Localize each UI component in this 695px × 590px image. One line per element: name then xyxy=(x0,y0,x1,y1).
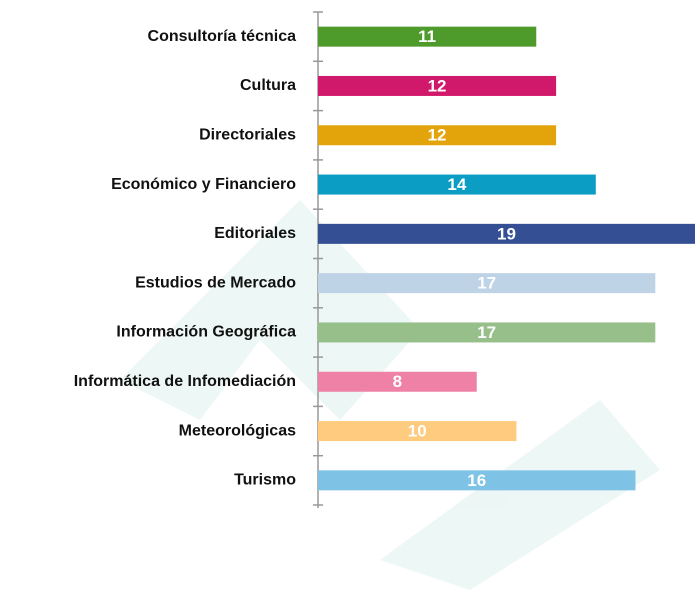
value-label: 11 xyxy=(418,27,436,46)
value-label: 12 xyxy=(428,126,447,145)
value-label: 17 xyxy=(477,274,496,293)
category-label: Económico y Financiero xyxy=(111,176,296,193)
value-label: 8 xyxy=(393,372,402,391)
category-label: Meteorológicas xyxy=(179,422,296,439)
category-label: Directoriales xyxy=(199,126,296,143)
chart: Consultoría técnica 11 Cultura 12 Directoria… xyxy=(0,0,695,590)
category-label: Editoriales xyxy=(214,225,296,242)
category-label: Estudios de Mercado xyxy=(135,274,296,291)
value-label: 12 xyxy=(428,76,447,95)
value-label: 10 xyxy=(408,422,427,441)
category-label: Información Geográfica xyxy=(116,324,296,341)
value-label: 14 xyxy=(447,175,466,194)
watermark xyxy=(120,200,660,590)
category-label: Turismo xyxy=(234,472,296,489)
category-label: Cultura xyxy=(240,77,296,94)
value-label: 17 xyxy=(477,323,496,342)
value-label: 19 xyxy=(497,224,516,243)
category-label: Informática de Infomediación xyxy=(74,373,296,390)
category-label: Consultoría técnica xyxy=(148,28,297,45)
page: Consultoría técnica 11 Cultura 12 Directoria… xyxy=(0,0,695,590)
value-label: 16 xyxy=(467,471,486,490)
